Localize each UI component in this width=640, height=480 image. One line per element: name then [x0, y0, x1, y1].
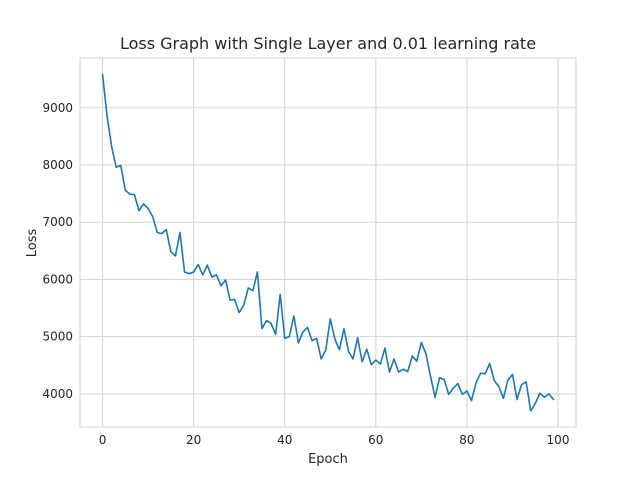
x-tick-label: 20: [186, 433, 201, 447]
x-tick-label: 100: [547, 433, 570, 447]
y-tick-label: 9000: [42, 101, 73, 115]
plot-frame: [79, 57, 577, 428]
x-tick-labels: 0 20 40 60 80 100: [99, 433, 570, 447]
series-group: [101, 73, 555, 412]
x-tick-label: 40: [277, 433, 292, 447]
y-tick-label: 4000: [42, 387, 73, 401]
x-tick-label: 60: [368, 433, 383, 447]
loss-series-line: [101, 73, 555, 412]
y-tick-label: 6000: [42, 272, 73, 286]
x-tick-label: 0: [99, 433, 107, 447]
x-tick-label: 80: [459, 433, 474, 447]
x-grid: [102, 58, 559, 427]
y-tick-label: 7000: [42, 215, 73, 229]
x-axis-label: Epoch: [308, 452, 348, 467]
y-tick-labels: 4000 5000 6000 7000 8000 9000: [42, 101, 73, 401]
y-axis-label: Loss: [25, 229, 40, 258]
y-tick-label: 5000: [42, 330, 73, 344]
y-tick-label: 8000: [42, 158, 73, 172]
y-grid: [80, 107, 576, 395]
chart-title: Loss Graph with Single Layer and 0.01 le…: [120, 34, 536, 53]
